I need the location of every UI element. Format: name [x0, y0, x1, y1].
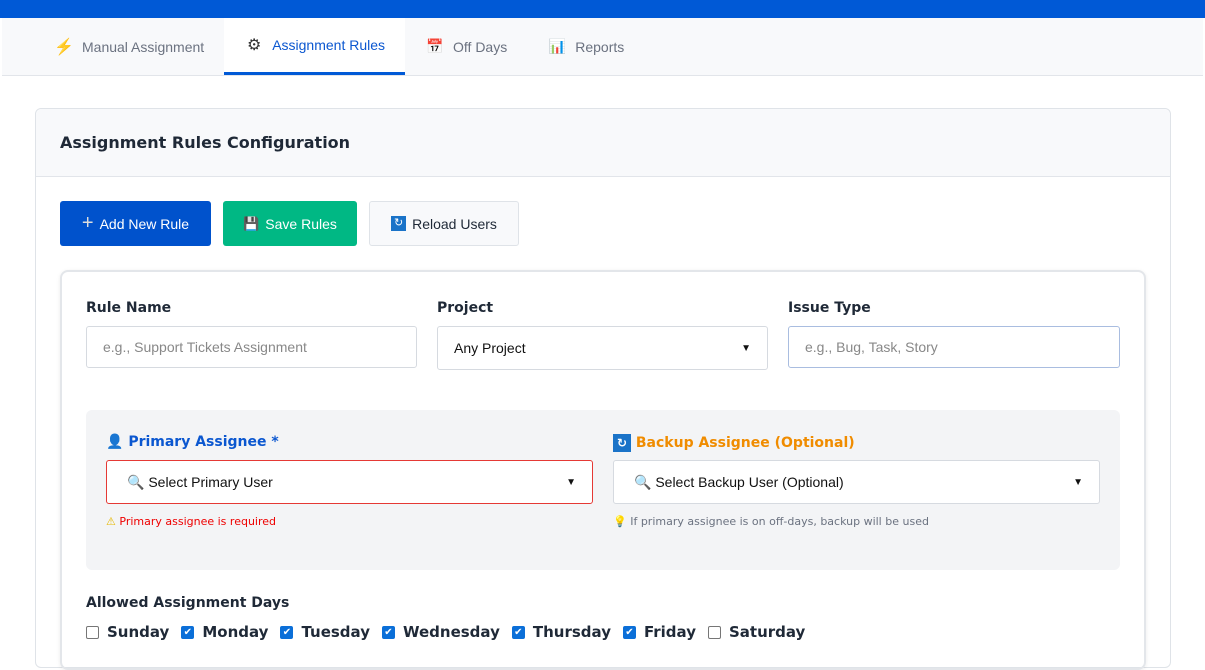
primary-assignee-label: 👤 Primary Assignee *: [106, 434, 279, 450]
project-select[interactable]: Any Project ▼: [437, 326, 768, 370]
checkbox[interactable]: ✔: [381, 625, 395, 639]
gear-icon: ⚙: [247, 37, 262, 54]
chevron-down-icon: ▼: [1073, 476, 1083, 488]
add-new-rule-button[interactable]: + Add New Rule: [60, 201, 211, 246]
day-label: Thursday: [532, 623, 611, 641]
backup-assignee-label: ↻ Backup Assignee (Optional): [613, 434, 855, 452]
save-rules-button[interactable]: 💾 Save Rules: [223, 201, 357, 246]
day-label: Tuesday: [301, 623, 370, 641]
primary-error-message: ⚠ Primary assignee is required: [106, 515, 276, 528]
rule-editor: Rule Name e.g., Support Tickets Assignme…: [60, 270, 1146, 670]
primary-assignee-select[interactable]: 🔍 Select Primary User ▼: [106, 460, 593, 504]
rule-name-input[interactable]: e.g., Support Tickets Assignment: [86, 326, 417, 368]
checkbox[interactable]: ✔: [181, 625, 195, 639]
floppy-disk-icon: 💾: [243, 215, 260, 231]
card-title: Assignment Rules Configuration: [36, 109, 1170, 177]
backup-assignee-select[interactable]: 🔍 Select Backup User (Optional) ▼: [613, 460, 1100, 504]
day-label: Saturday: [728, 623, 806, 641]
tab-reports[interactable]: 📊 Reports: [548, 38, 625, 55]
checkbox[interactable]: ✔: [280, 625, 294, 639]
rules-card: Assignment Rules Configuration + Add New …: [35, 108, 1171, 670]
checkbox[interactable]: [707, 625, 721, 639]
days-checkbox-group: Sunday ✔ Monday ✔ Tuesday ✔ Wednesday ✔ Thursday…: [86, 623, 805, 641]
refresh-icon: ↻: [613, 434, 631, 452]
tab-off-days[interactable]: 📅 Off Days: [426, 38, 508, 55]
lightning-icon: ⚡: [54, 38, 74, 56]
day-label: Wednesday: [402, 623, 500, 641]
issue-type-input[interactable]: e.g., Bug, Task, Story: [788, 326, 1120, 368]
plus-icon: +: [81, 212, 94, 234]
day-label: Monday: [202, 623, 269, 641]
checkbox[interactable]: ✔: [511, 625, 525, 639]
day-monday[interactable]: ✔ Monday: [181, 623, 268, 641]
top-bar: [0, 0, 1205, 18]
tab-bar: ⚡ Manual Assignment ⚙ Assignment Rules 📅 Of…: [2, 18, 1203, 76]
backup-hint: 💡 If primary assignee is on off-days, ba…: [613, 515, 929, 528]
reload-users-button[interactable]: ↻ Reload Users: [369, 201, 519, 246]
chevron-down-icon: ▼: [566, 476, 576, 488]
calendar-icon: 📅: [426, 38, 444, 54]
tab-assignment-rules[interactable]: ⚙ Assignment Rules: [224, 18, 406, 75]
issue-type-label: Issue Type: [788, 300, 871, 316]
allowed-days-label: Allowed Assignment Days: [86, 595, 290, 611]
rule-name-label: Rule Name: [86, 300, 172, 316]
day-sunday[interactable]: Sunday: [86, 623, 169, 641]
refresh-icon: ↻: [391, 216, 407, 231]
bar-chart-icon: 📊: [548, 38, 566, 54]
day-friday[interactable]: ✔ Friday: [622, 623, 696, 641]
day-saturday[interactable]: Saturday: [707, 623, 806, 641]
tab-manual-assignment[interactable]: ⚡ Manual Assignment: [54, 38, 205, 56]
day-wednesday[interactable]: ✔ Wednesday: [381, 623, 500, 641]
project-label: Project: [437, 300, 494, 316]
day-label: Friday: [643, 623, 696, 641]
checkbox[interactable]: ✔: [622, 625, 636, 639]
chevron-down-icon: ▼: [741, 342, 751, 354]
assignee-panel: 👤 Primary Assignee * 🔍 Select Primary Us…: [86, 410, 1120, 570]
day-tuesday[interactable]: ✔ Tuesday: [280, 623, 370, 641]
warning-icon: ⚠: [106, 515, 116, 528]
user-icon: 👤: [106, 434, 124, 450]
day-label: Sunday: [107, 623, 170, 641]
checkbox[interactable]: [86, 625, 99, 639]
lightbulb-icon: 💡: [613, 515, 627, 528]
day-thursday[interactable]: ✔ Thursday: [511, 623, 611, 641]
